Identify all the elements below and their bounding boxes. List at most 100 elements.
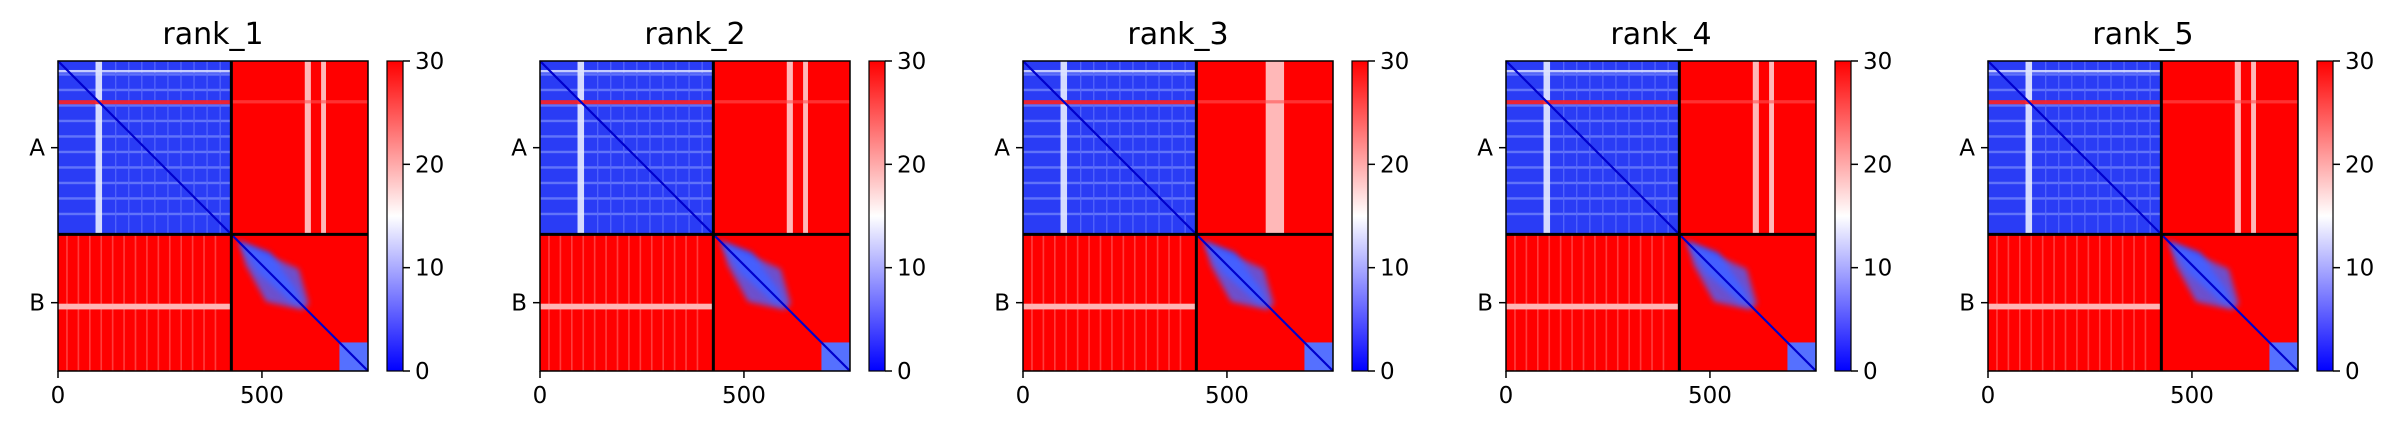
texture-col (203, 234, 205, 371)
texture-row (540, 104, 714, 107)
colorbar: 0 10 20 30 (1351, 49, 1409, 385)
texture-col (548, 234, 550, 371)
colorbar-tick-label: 10 (1380, 256, 1409, 282)
texture-row (540, 88, 714, 92)
texture-row (1023, 212, 1197, 216)
texture-col (1088, 234, 1090, 371)
pae-heatmap (57, 60, 369, 372)
texture-col (1996, 234, 1998, 371)
texture-col (146, 234, 148, 371)
texture-row (1506, 212, 1680, 216)
texture-row (1988, 73, 2162, 76)
block-B-B (2160, 233, 2299, 372)
panel-title: rank_1 (162, 17, 263, 52)
texture-col (2076, 234, 2078, 371)
colorbar-tick-label: 0 (1380, 359, 1395, 385)
stripe-col-A (577, 61, 585, 235)
texture-col (1132, 61, 1134, 235)
stripe-row-AB (713, 100, 850, 104)
texture-row (1023, 135, 1197, 138)
colorbar-tick-label: 30 (415, 49, 444, 75)
colorbar-gradient (1351, 60, 1369, 372)
texture-row (540, 135, 714, 138)
block-B-A-texture (66, 234, 217, 371)
texture-col (115, 61, 117, 235)
texture-row (58, 104, 232, 107)
texture-col (1514, 234, 1516, 371)
texture-col (219, 61, 221, 235)
colorbar-tick-label: 30 (897, 49, 926, 75)
texture-row (540, 73, 714, 76)
texture-col (1559, 234, 1562, 371)
texture-row (540, 166, 714, 169)
stripe-row-BA (1988, 303, 2162, 310)
diagonal-B (712, 233, 851, 372)
texture-row (58, 88, 232, 92)
texture-col (214, 234, 217, 371)
texture-col (2053, 234, 2055, 371)
texture-row (58, 73, 232, 76)
diagonal-A (1987, 60, 2163, 236)
texture-row (58, 181, 232, 185)
texture-row (540, 212, 714, 216)
y-tick-label: A (1477, 136, 1493, 162)
texture-row (58, 197, 232, 200)
texture-col (662, 61, 664, 235)
texture-col (1662, 234, 1665, 371)
texture-row (58, 212, 232, 216)
texture-col (1158, 61, 1160, 235)
colorbar-tick-label: 20 (897, 152, 926, 178)
texture-col (1628, 234, 1630, 371)
texture-col (134, 234, 137, 371)
stripe-col-AB (786, 61, 793, 235)
stripe-row-A (1506, 100, 1680, 105)
stripe-row-BA (1506, 303, 1680, 310)
texture-col (688, 61, 690, 235)
texture-col (623, 61, 625, 235)
x-tick-label: 500 (240, 383, 284, 409)
texture-row (1023, 150, 1197, 154)
texture-col (1628, 61, 1630, 235)
texture-col (2071, 61, 2073, 235)
texture-col (1076, 234, 1079, 371)
texture-col (1576, 61, 1578, 235)
diagonal-B (230, 233, 369, 372)
block-B-A-texture (1996, 234, 2147, 371)
colorbar: 0 10 20 30 (2316, 49, 2374, 385)
stripe-row-AB (1196, 100, 1333, 104)
texture-col (593, 234, 596, 371)
x-tick-label: 0 (533, 383, 548, 409)
panel-1: rank_1 0 500 A B 0 10 20 30 (29, 17, 444, 409)
colorbar-tick-label: 10 (2345, 256, 2374, 282)
texture-col (111, 234, 114, 371)
colorbar-tick-label: 30 (1380, 49, 1409, 75)
colorbar-tick-label: 0 (2345, 359, 2360, 385)
panel-2: rank_2 0 500 A B 0 10 20 30 (511, 17, 926, 409)
texture-col (191, 234, 194, 371)
texture-col (1111, 234, 1113, 371)
texture-col (673, 234, 676, 371)
diagonal-B (2160, 233, 2299, 372)
texture-col (2019, 234, 2021, 371)
texture-col (2136, 61, 2138, 235)
texture-row (1988, 119, 2162, 123)
diagonal-B (1678, 233, 1817, 372)
texture-col (168, 234, 171, 371)
stripe-col-AB (2234, 61, 2241, 235)
colorbar-tick-label: 0 (415, 359, 430, 385)
colorbar-tick-label: 10 (415, 256, 444, 282)
colorbar-tick-label: 30 (1863, 49, 1892, 75)
pae-heatmap (1987, 60, 2299, 372)
texture-row (1506, 150, 1680, 154)
texture-row (1988, 166, 2162, 169)
colorbar-gradient (2316, 60, 2334, 372)
texture-col (559, 234, 562, 371)
colorbar-tick-label: 20 (1380, 152, 1409, 178)
y-tick-label: A (511, 136, 527, 162)
texture-col (1042, 234, 1045, 371)
colorbar-tick-label: 30 (2345, 49, 2374, 75)
x-tick-label: 500 (1205, 383, 1249, 409)
texture-row (1506, 166, 1680, 169)
texture-col (2144, 234, 2147, 371)
